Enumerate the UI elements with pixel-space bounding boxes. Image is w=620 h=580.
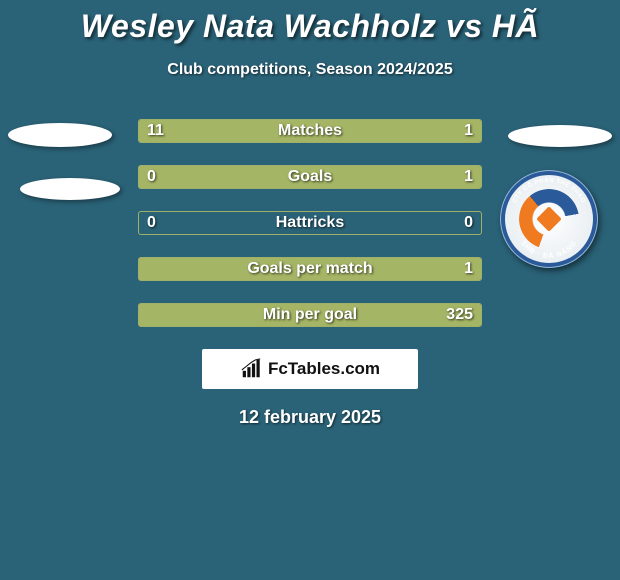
page-title: Wesley Nata Wachholz vs HÃ: [0, 0, 620, 45]
stat-row: Goals0 1: [138, 165, 482, 189]
stat-row: Min per goal325: [138, 303, 482, 327]
stat-value-right: 1: [464, 260, 473, 278]
stat-value-right: 1: [464, 122, 473, 140]
stat-value-right: 0: [464, 214, 473, 232]
stat-label: Min per goal: [139, 306, 481, 324]
stat-row: Hattricks0 0: [138, 211, 482, 235]
stat-row: Goals per match1: [138, 257, 482, 281]
brand-box: FcTables.com: [202, 349, 418, 389]
page-subtitle: Club competitions, Season 2024/2025: [0, 61, 620, 79]
stat-label: Goals: [139, 168, 481, 186]
stat-value-left: 11: [147, 122, 164, 140]
brand-text: FcTables.com: [268, 359, 380, 379]
stat-label: Hattricks: [139, 214, 481, 232]
stats-container: Matches111Goals01Hattricks00Goals per ma…: [0, 119, 620, 327]
stat-label: Goals per match: [139, 260, 481, 278]
stat-value-left: 0: [147, 168, 156, 186]
date-text: 12 february 2025: [0, 407, 620, 428]
stat-value-right: 325: [446, 306, 473, 324]
stat-label: Matches: [139, 122, 481, 140]
bars-icon: [240, 358, 262, 380]
stat-value-left: 0: [147, 214, 156, 232]
stat-value-right: 1: [464, 168, 473, 186]
stat-row: Matches111: [138, 119, 482, 143]
